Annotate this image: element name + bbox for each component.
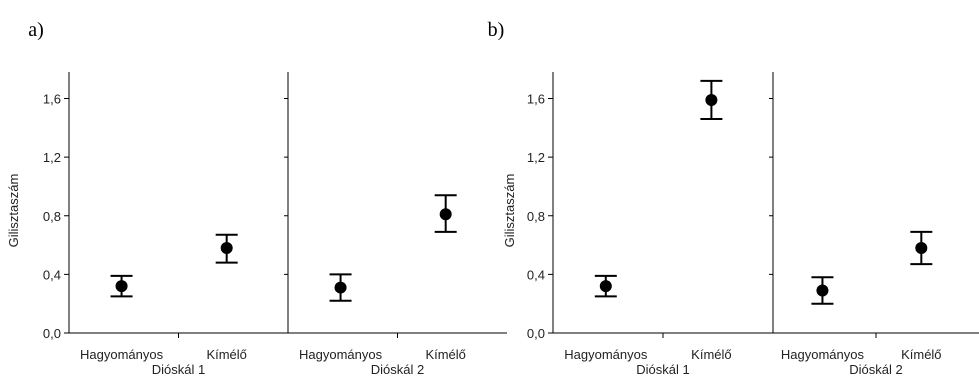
category-label: Kímélő xyxy=(901,347,941,362)
panel-label: b) xyxy=(488,19,505,41)
category-label: Kímélő xyxy=(691,347,731,362)
category-label: Hagyományos xyxy=(564,347,648,362)
y-tick-label: 0,0 xyxy=(527,326,545,341)
y-tick-label: 0,4 xyxy=(43,267,61,282)
category-label: Hagyományos xyxy=(80,347,164,362)
data-point xyxy=(915,241,928,254)
y-tick-label: 1,6 xyxy=(43,92,61,107)
group-label: Dióskál 2 xyxy=(371,362,424,377)
y-tick-label: 0,4 xyxy=(527,267,545,282)
y-tick-label: 0,8 xyxy=(43,209,61,224)
data-point xyxy=(334,281,347,294)
group-label: Dióskál 2 xyxy=(849,362,902,377)
y-tick-label: 0,0 xyxy=(43,326,61,341)
y-axis-label: Gilisztaszám xyxy=(502,174,517,248)
chart-panel-b: b) 0,0 0,4 0,8 1,2 1,6 Gilisztaszám Hagyományos… xyxy=(488,19,979,377)
category-label: Kímélő xyxy=(425,347,465,362)
data-point xyxy=(115,280,128,293)
y-tick-label: 0,8 xyxy=(527,209,545,224)
panel-label: a) xyxy=(28,19,44,41)
group-label: Dióskál 1 xyxy=(152,362,205,377)
data-point xyxy=(439,208,452,221)
data-point xyxy=(816,284,829,297)
y-axis-label: Gilisztaszám xyxy=(6,174,21,248)
data-point xyxy=(220,241,233,254)
group-label: Dióskál 1 xyxy=(636,362,689,377)
chart-panel-a: a) 0,0 0,4 0,8 1,2 1,6 Gilisztaszám Hagyományos… xyxy=(6,19,507,377)
y-tick-label: 1,2 xyxy=(527,150,545,165)
y-tick-label: 1,2 xyxy=(43,150,61,165)
data-point xyxy=(599,280,612,293)
y-tick-label: 1,6 xyxy=(527,92,545,107)
data-point xyxy=(705,93,718,106)
category-label: Hagyományos xyxy=(299,347,383,362)
category-label: Kímélő xyxy=(206,347,246,362)
category-label: Hagyományos xyxy=(781,347,865,362)
